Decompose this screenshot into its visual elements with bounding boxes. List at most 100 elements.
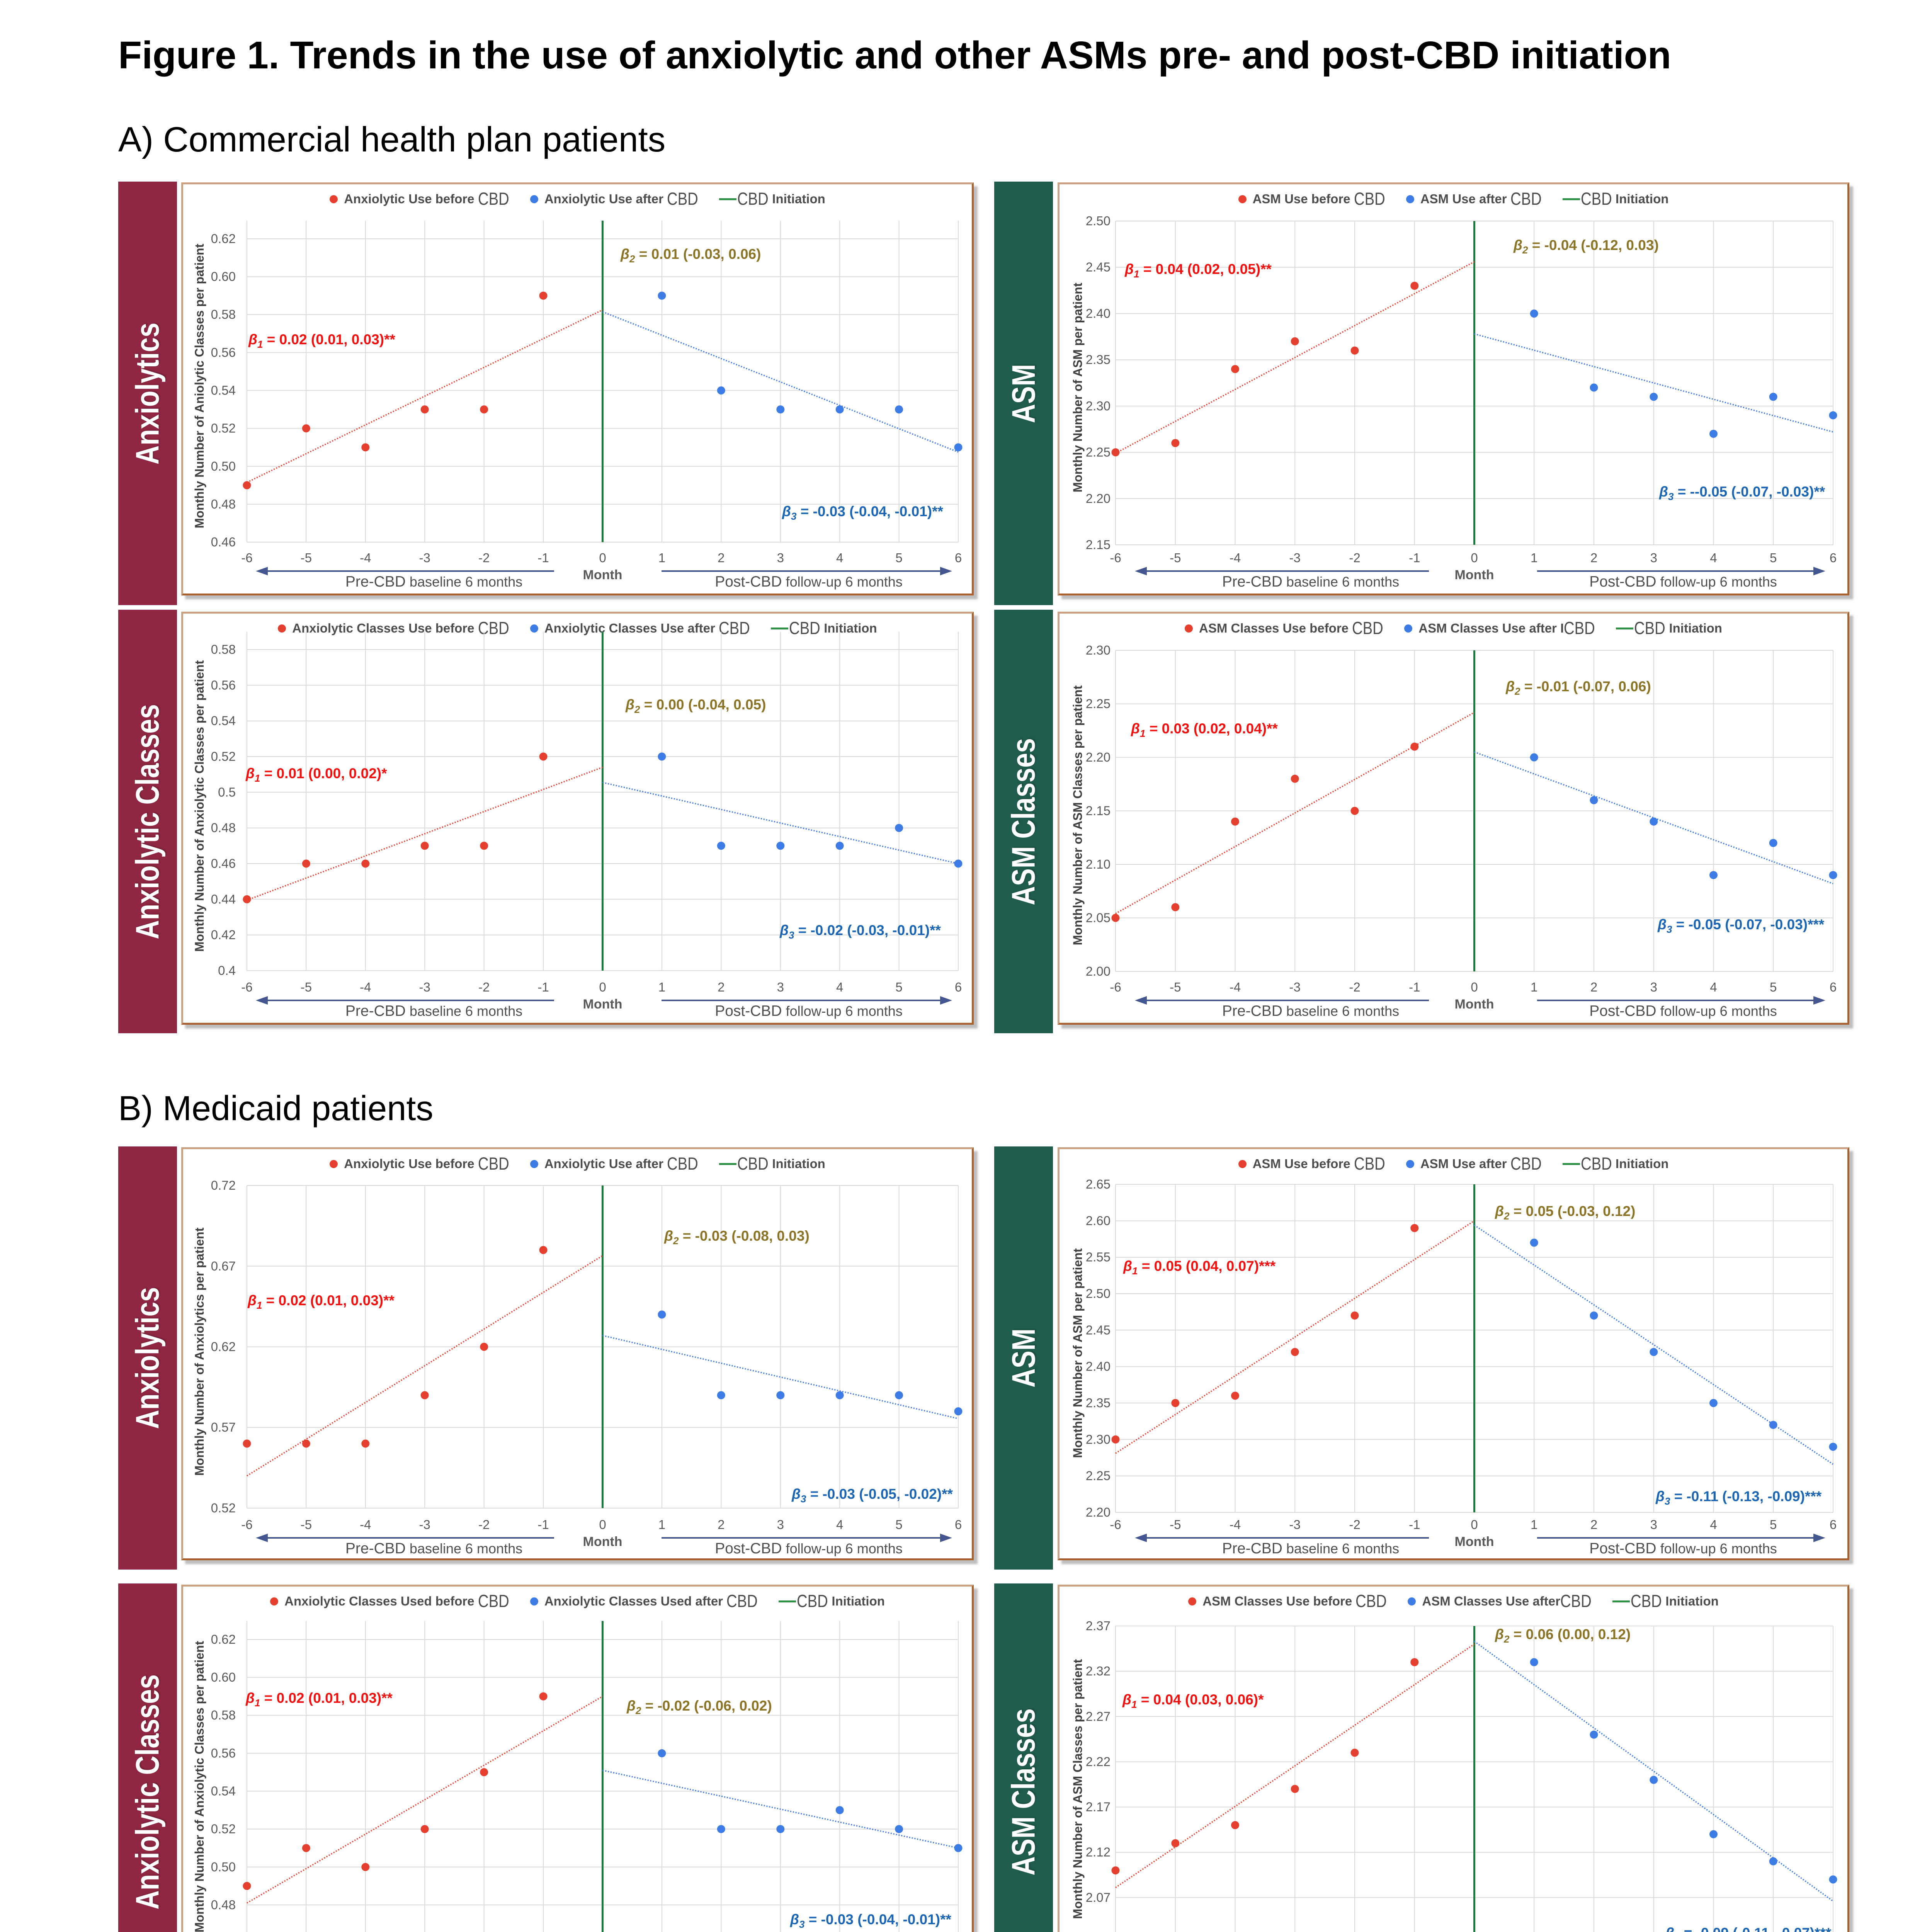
svg-text:0.60: 0.60 xyxy=(211,269,236,284)
svg-text:-5: -5 xyxy=(1170,1517,1181,1532)
svg-text:Pre-CBD baseline 6 months: Pre-CBD baseline 6 months xyxy=(345,573,522,590)
svg-text:β3 = -0.05 (-0.07, -0.03)***: β3 = -0.05 (-0.07, -0.03)*** xyxy=(1657,917,1825,935)
svg-text:-5: -5 xyxy=(301,1517,312,1532)
svg-text:-6: -6 xyxy=(1110,1517,1121,1532)
svg-text:Month: Month xyxy=(1455,568,1494,582)
svg-text:-4: -4 xyxy=(1230,980,1241,994)
svg-text:0.48: 0.48 xyxy=(211,497,236,511)
svg-text:0.62: 0.62 xyxy=(211,1632,236,1646)
svg-text:-5: -5 xyxy=(1170,551,1181,565)
svg-text:β2 = -0.01 (-0.07, 0.06): β2 = -0.01 (-0.07, 0.06) xyxy=(1505,679,1651,697)
svg-text:2.30: 2.30 xyxy=(1086,643,1111,657)
svg-text:2.05: 2.05 xyxy=(1086,911,1111,925)
svg-text:-3: -3 xyxy=(419,980,430,994)
svg-text:-4: -4 xyxy=(1230,1517,1241,1532)
svg-text:2: 2 xyxy=(1590,1517,1597,1532)
svg-text:2.20: 2.20 xyxy=(1086,1505,1111,1519)
svg-text:β1 = 0.05 (0.04, 0.07)***: β1 = 0.05 (0.04, 0.07)*** xyxy=(1123,1258,1276,1277)
svg-text:-6: -6 xyxy=(241,1517,252,1532)
svg-text:-6: -6 xyxy=(1110,551,1121,565)
svg-text:5: 5 xyxy=(895,980,902,994)
svg-text:Post-CBD follow-up 6 months: Post-CBD follow-up 6 months xyxy=(715,1540,903,1557)
svg-text:5: 5 xyxy=(1770,980,1777,994)
svg-text:0.52: 0.52 xyxy=(211,749,236,764)
svg-text:Monthly Number of ASM Classes: Monthly Number of ASM Classes per patien… xyxy=(1071,1659,1085,1919)
svg-text:β2 = -0.03 (-0.08, 0.03): β2 = -0.03 (-0.08, 0.03) xyxy=(664,1228,810,1247)
svg-text:Pre-CBD baseline 6 months: Pre-CBD baseline 6 months xyxy=(1222,1540,1399,1557)
svg-text:2.25: 2.25 xyxy=(1086,1469,1111,1483)
svg-text:2: 2 xyxy=(718,980,724,994)
svg-text:2: 2 xyxy=(1590,980,1597,994)
svg-text:-2: -2 xyxy=(1349,980,1360,994)
svg-text:1: 1 xyxy=(658,1517,665,1532)
svg-text:0.54: 0.54 xyxy=(211,383,236,398)
svg-text:0.58: 0.58 xyxy=(211,307,236,321)
svg-text:-3: -3 xyxy=(1289,551,1301,565)
svg-text:0: 0 xyxy=(599,980,606,994)
svg-text:2.12: 2.12 xyxy=(1086,1845,1111,1859)
svg-text:5: 5 xyxy=(895,551,902,565)
svg-text:Pre-CBD baseline 6 months: Pre-CBD baseline 6 months xyxy=(1222,1003,1399,1019)
svg-text:0.46: 0.46 xyxy=(211,535,236,549)
svg-text:1: 1 xyxy=(1531,980,1537,994)
svg-text:4: 4 xyxy=(836,980,843,994)
svg-text:-4: -4 xyxy=(360,551,371,565)
svg-text:5: 5 xyxy=(1770,1517,1777,1532)
svg-text:3: 3 xyxy=(1650,1517,1657,1532)
svg-text:-1: -1 xyxy=(537,551,549,565)
svg-text:Month: Month xyxy=(1455,1534,1494,1549)
svg-text:β3 = -0.09 (-0.11, -0.07)***: β3 = -0.09 (-0.11, -0.07)*** xyxy=(1665,1925,1832,1932)
svg-text:0.46: 0.46 xyxy=(211,856,236,871)
svg-text:2.30: 2.30 xyxy=(1086,399,1111,413)
svg-text:-5: -5 xyxy=(301,980,312,994)
svg-text:-3: -3 xyxy=(419,1517,430,1532)
svg-text:2.20: 2.20 xyxy=(1086,750,1111,764)
svg-text:1: 1 xyxy=(1531,551,1537,565)
svg-text:β2 = 0.05 (-0.03, 0.12): β2 = 0.05 (-0.03, 0.12) xyxy=(1495,1203,1635,1222)
svg-text:-4: -4 xyxy=(360,1517,371,1532)
svg-text:2.45: 2.45 xyxy=(1086,1323,1111,1337)
svg-text:0: 0 xyxy=(599,551,606,565)
svg-text:β2 = -0.04 (-0.12, 0.03): β2 = -0.04 (-0.12, 0.03) xyxy=(1513,237,1659,256)
svg-text:2.50: 2.50 xyxy=(1086,1286,1111,1301)
svg-text:-4: -4 xyxy=(1230,551,1241,565)
svg-text:β3 = -0.03 (-0.05, -0.02)**: β3 = -0.03 (-0.05, -0.02)** xyxy=(791,1486,953,1505)
svg-text:3: 3 xyxy=(777,1517,784,1532)
svg-text:β2 = 0.06 (0.00, 0.12): β2 = 0.06 (0.00, 0.12) xyxy=(1495,1626,1631,1645)
svg-text:4: 4 xyxy=(1710,551,1717,565)
svg-text:0.52: 0.52 xyxy=(211,1501,236,1515)
svg-text:6: 6 xyxy=(955,980,962,994)
svg-text:0.52: 0.52 xyxy=(211,421,236,435)
svg-text:2.27: 2.27 xyxy=(1086,1709,1111,1723)
svg-text:2: 2 xyxy=(718,551,724,565)
svg-text:-1: -1 xyxy=(537,980,549,994)
svg-text:0.4: 0.4 xyxy=(218,963,236,978)
svg-text:6: 6 xyxy=(1830,551,1837,565)
svg-text:3: 3 xyxy=(777,980,784,994)
svg-text:-1: -1 xyxy=(1409,1517,1420,1532)
svg-text:Month: Month xyxy=(583,997,622,1012)
svg-text:4: 4 xyxy=(1710,980,1717,994)
svg-text:Monthly Number of Aniolytic Cl: Monthly Number of Aniolytic Classes per … xyxy=(192,243,206,528)
svg-text:0: 0 xyxy=(1471,980,1478,994)
svg-text:1: 1 xyxy=(658,980,665,994)
svg-text:0.50: 0.50 xyxy=(211,1860,236,1874)
svg-text:-2: -2 xyxy=(478,551,490,565)
svg-text:2.25: 2.25 xyxy=(1086,445,1111,459)
svg-text:3: 3 xyxy=(777,551,784,565)
svg-text:-2: -2 xyxy=(1349,551,1360,565)
svg-text:1: 1 xyxy=(1531,1517,1537,1532)
svg-text:β1 = 0.02 (0.01, 0.03)**: β1 = 0.02 (0.01, 0.03)** xyxy=(247,1293,395,1311)
svg-text:2.17: 2.17 xyxy=(1086,1800,1111,1814)
svg-text:0.54: 0.54 xyxy=(211,714,236,728)
svg-text:-2: -2 xyxy=(478,1517,490,1532)
svg-text:-2: -2 xyxy=(478,980,490,994)
svg-text:2.35: 2.35 xyxy=(1086,352,1111,367)
svg-text:Post-CBD follow-up 6 months: Post-CBD follow-up 6 months xyxy=(1589,573,1777,590)
svg-text:2.60: 2.60 xyxy=(1086,1213,1111,1228)
svg-text:0.44: 0.44 xyxy=(211,892,236,906)
svg-text:0.58: 0.58 xyxy=(211,642,236,656)
svg-text:0.62: 0.62 xyxy=(211,231,236,246)
svg-text:2.37: 2.37 xyxy=(1086,1619,1111,1633)
svg-text:-5: -5 xyxy=(1170,980,1181,994)
